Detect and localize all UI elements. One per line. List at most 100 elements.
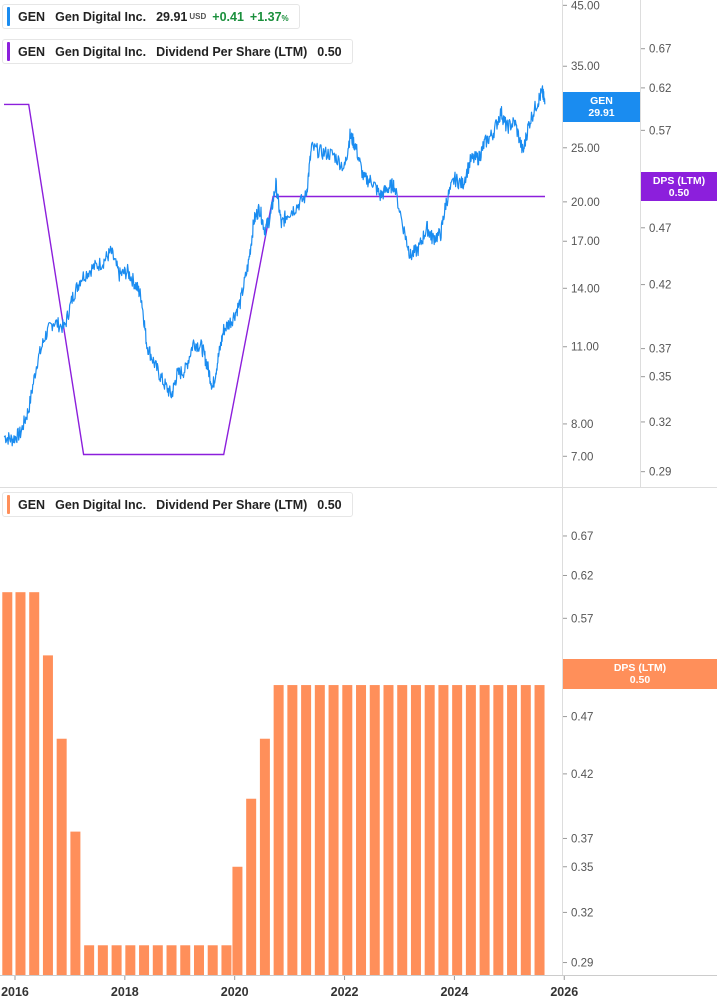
dps-tick-label: 0.47 — [649, 223, 671, 235]
legend-bars-value: 0.50 — [317, 497, 342, 512]
dps-bar — [139, 945, 150, 975]
bar-tick-label: 0.32 — [571, 907, 593, 919]
dps-bar — [166, 945, 177, 975]
dps-bar — [520, 685, 531, 975]
dps-bar — [287, 685, 298, 975]
dps-bar — [383, 685, 394, 975]
dps-line — [4, 103, 545, 456]
legend-price[interactable]: GEN Gen Digital Inc. 29.91 USD +0.41 +1.… — [2, 4, 300, 29]
dps-flag-bottom-value: 0.50 — [629, 674, 651, 686]
dps-bar — [479, 685, 490, 975]
dps-tick-label: 0.29 — [649, 467, 671, 479]
bar-tick-label: 0.47 — [571, 712, 593, 724]
x-tick-label: 2026 — [550, 985, 578, 999]
dps-bar — [493, 685, 504, 975]
dps-bar — [56, 738, 67, 975]
legend-currency: USD — [189, 12, 207, 21]
dps-bar — [410, 685, 421, 975]
x-tick-label: 2016 — [1, 985, 29, 999]
legend-symbol: GEN — [18, 9, 46, 24]
legend-pct-sign: % — [281, 13, 289, 23]
bar-tick-label: 0.29 — [571, 958, 593, 970]
legend-bars-symbol: GEN — [18, 497, 46, 512]
dps-bar — [152, 945, 163, 975]
legend-dps-metric: Dividend Per Share (LTM) — [156, 44, 308, 59]
legend-change-pct-value: +1.37 — [249, 9, 282, 24]
dps-tick-label: 0.57 — [649, 125, 671, 137]
dps-swatch — [7, 42, 10, 61]
bar-tick-label: 0.35 — [571, 862, 593, 874]
dps-bar — [259, 738, 270, 975]
legend-dps-value: 0.50 — [317, 44, 342, 59]
dps-tick-label: 0.42 — [649, 280, 671, 292]
legend-bars-metric: Dividend Per Share (LTM) — [156, 497, 308, 512]
dps-bar — [438, 685, 449, 975]
price-flag-value: 29.91 — [588, 107, 615, 119]
price-tick-label: 7.00 — [571, 451, 593, 463]
dps-bar — [42, 655, 53, 975]
price-tick-label: 20.00 — [571, 197, 600, 209]
x-tick-label: 2024 — [440, 985, 468, 999]
dps-flag-bottom-label: DPS (LTM) — [613, 662, 667, 674]
legend-bars-company: Gen Digital Inc. — [55, 497, 147, 512]
dps-bar — [207, 945, 218, 975]
price-tick-label: 35.00 — [571, 61, 600, 73]
legend-change-pct: +1.37% — [250, 10, 289, 24]
dps-bar — [193, 945, 204, 975]
dps-bar — [29, 592, 40, 975]
dps-tick-label: 0.37 — [649, 344, 671, 356]
price-swatch — [7, 7, 10, 26]
dps-bar — [342, 685, 353, 975]
dps-bar — [125, 945, 136, 975]
bar-tick-label: 0.67 — [571, 531, 593, 543]
bar-tick-label: 0.62 — [571, 570, 593, 582]
dps-bar — [273, 685, 284, 975]
dps-bar — [314, 685, 325, 975]
price-line — [3, 85, 546, 447]
dps-bar — [15, 592, 26, 975]
dps-bar — [180, 945, 191, 975]
price-flag: GEN 29.91 — [563, 92, 640, 122]
dps-bar — [246, 798, 257, 975]
dps-flag-top: DPS (LTM) 0.50 — [641, 172, 717, 201]
dps-bar — [369, 685, 380, 975]
dps-tick-label: 0.67 — [649, 44, 671, 56]
dps-bar-swatch — [7, 495, 10, 514]
dps-bar — [84, 945, 95, 975]
dps-bar — [507, 685, 518, 975]
dps-flag-top-value: 0.50 — [668, 187, 690, 199]
price-tick-label: 14.00 — [571, 283, 600, 295]
legend-company: Gen Digital Inc. — [55, 9, 147, 24]
bar-tick-label: 0.57 — [571, 613, 593, 625]
dps-tick-label: 0.62 — [649, 83, 671, 95]
x-tick-label: 2020 — [221, 985, 249, 999]
x-tick-label: 2022 — [331, 985, 359, 999]
dps-bar — [111, 945, 122, 975]
bar-tick-label: 0.42 — [571, 769, 593, 781]
price-flag-symbol: GEN — [590, 95, 613, 107]
legend-change: +0.41 — [212, 9, 244, 24]
dps-bar — [97, 945, 108, 975]
price-tick-label: 8.00 — [571, 419, 593, 431]
dps-bar — [301, 685, 312, 975]
price-tick-label: 25.00 — [571, 143, 600, 155]
dps-tick-label: 0.35 — [649, 372, 671, 384]
bar-tick-label: 0.37 — [571, 833, 593, 845]
dps-bar — [328, 685, 339, 975]
dps-bar — [70, 831, 81, 975]
dps-bar — [397, 685, 408, 975]
dps-bar — [221, 945, 232, 975]
dps-bar — [452, 685, 463, 975]
legend-dps-bars[interactable]: GEN Gen Digital Inc. Dividend Per Share … — [2, 492, 353, 517]
price-tick-label: 45.00 — [571, 0, 600, 12]
dps-bar — [534, 685, 545, 975]
legend-dps[interactable]: GEN Gen Digital Inc. Dividend Per Share … — [2, 39, 353, 64]
x-tick-label: 2018 — [111, 985, 139, 999]
legend-price-value: 29.91 — [156, 9, 188, 24]
dps-bar — [232, 866, 243, 975]
dps-bar — [424, 685, 435, 975]
price-tick-label: 17.00 — [571, 236, 600, 248]
dps-flag-bottom: DPS (LTM) 0.50 — [563, 659, 717, 689]
dps-tick-label: 0.32 — [649, 417, 671, 429]
